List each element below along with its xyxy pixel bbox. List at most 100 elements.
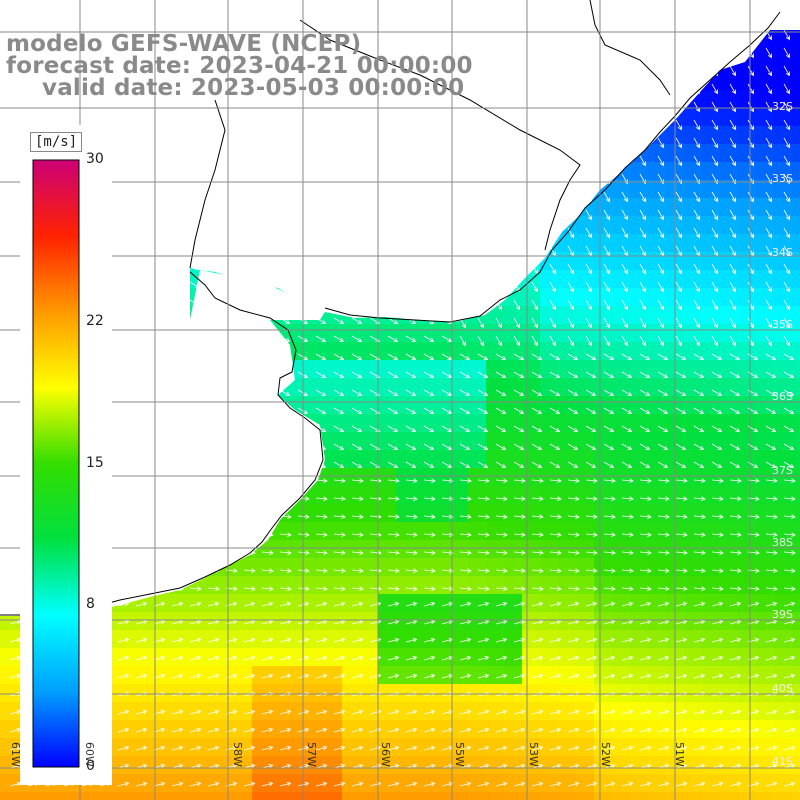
field-cell — [306, 594, 325, 613]
field-cell — [144, 684, 163, 703]
wind-arrow — [495, 353, 507, 360]
field-cell — [216, 684, 235, 703]
field-cell — [396, 666, 415, 685]
field-cell — [540, 324, 559, 343]
field-cell — [324, 468, 343, 487]
wind-arrow — [513, 781, 526, 787]
wind-arrow — [603, 637, 616, 643]
wind-arrow — [387, 781, 400, 787]
wind-arrow — [639, 514, 652, 519]
wind-arrow — [315, 568, 328, 573]
wind-arrow — [477, 532, 490, 537]
wind-arrow — [711, 155, 718, 167]
wind-arrow — [675, 137, 682, 149]
wind-arrow — [441, 478, 454, 483]
wind-arrow — [531, 601, 544, 607]
wind-arrow — [153, 637, 166, 643]
field-cell — [486, 486, 505, 505]
wind-arrow — [603, 478, 616, 483]
field-cell — [270, 540, 289, 559]
wind-arrow — [657, 425, 669, 432]
wind-arrow — [567, 709, 580, 715]
field-cell — [702, 288, 721, 307]
field-cell — [720, 324, 739, 343]
wind-arrow — [531, 407, 543, 414]
field-cell — [702, 504, 721, 523]
field-cell — [630, 630, 649, 649]
wind-arrow — [423, 532, 436, 537]
field-cell — [468, 558, 487, 577]
wind-arrow — [549, 619, 562, 625]
wind-arrow — [513, 514, 526, 519]
wind-arrow — [531, 637, 544, 643]
field-cell — [234, 594, 253, 613]
wind-arrow — [135, 601, 148, 607]
field-cell — [234, 666, 253, 685]
field-cell — [108, 756, 127, 775]
wind-arrow — [261, 619, 274, 625]
wind-arrow — [495, 781, 508, 787]
field-cell — [162, 702, 181, 721]
field-cell — [756, 738, 775, 757]
wind-arrow — [675, 478, 688, 483]
wind-arrow — [423, 568, 436, 573]
field-cell — [684, 720, 703, 739]
wind-arrow — [513, 407, 525, 414]
field-cell — [792, 180, 800, 199]
field-cell — [414, 612, 433, 631]
wind-arrow — [603, 781, 616, 787]
wind-arrow — [621, 745, 634, 751]
wind-arrow — [243, 601, 256, 607]
field-cell — [360, 630, 379, 649]
field-cell — [702, 702, 721, 721]
wind-arrow — [639, 568, 652, 573]
wind-arrow — [333, 371, 345, 378]
wind-arrow — [711, 601, 724, 607]
field-cell — [144, 774, 163, 793]
wind-arrow — [171, 601, 184, 607]
wind-arrow — [765, 371, 777, 378]
field-cell — [792, 504, 800, 523]
field-cell — [162, 774, 181, 793]
field-cell — [612, 252, 631, 271]
field-cell — [108, 648, 127, 667]
wind-arrow — [603, 673, 616, 679]
wind-arrow — [729, 263, 736, 275]
wind-arrow — [675, 601, 688, 607]
wind-arrow — [423, 353, 435, 360]
wind-arrow — [261, 586, 274, 591]
field-cell — [774, 324, 793, 343]
wind-arrow — [603, 568, 616, 573]
wind-arrow — [549, 389, 561, 396]
field-cell — [648, 540, 667, 559]
wind-arrow — [657, 281, 664, 293]
wind-arrow — [765, 407, 777, 414]
field-cell — [522, 540, 541, 559]
field-cell — [558, 630, 577, 649]
field-cell — [648, 648, 667, 667]
field-cell — [612, 504, 631, 523]
wind-arrow — [243, 637, 256, 643]
wind-arrow — [549, 586, 562, 591]
wind-arrow — [477, 781, 490, 787]
wind-arrow — [477, 425, 489, 432]
field-cell — [342, 774, 361, 793]
wind-arrow — [639, 299, 646, 311]
field-cell — [468, 540, 487, 559]
field-cell — [486, 666, 505, 685]
wind-arrow — [657, 619, 670, 625]
field-cell — [234, 684, 253, 703]
wind-arrow — [711, 443, 723, 450]
field-cell — [378, 468, 397, 487]
field-cell — [774, 288, 793, 307]
field-cell — [162, 612, 181, 631]
wind-arrow — [513, 443, 525, 450]
field-cell — [702, 198, 721, 217]
field-cell — [612, 234, 631, 253]
wind-arrow — [549, 745, 562, 751]
wind-arrow — [693, 532, 706, 537]
longitude-label: 57W — [305, 742, 318, 767]
field-cell — [432, 792, 451, 800]
field-cell — [540, 756, 559, 775]
wind-arrow — [693, 550, 706, 555]
